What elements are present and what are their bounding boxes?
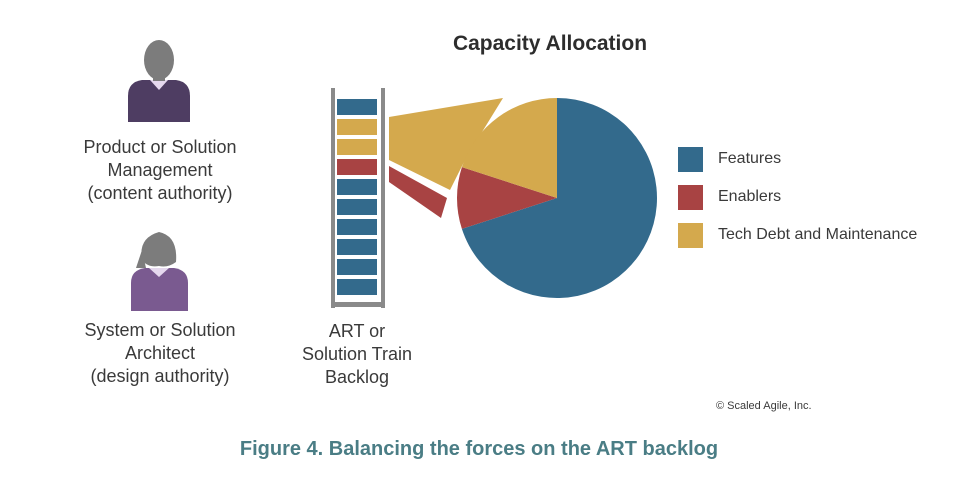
- system-architect-label: System or Solution Architect (design aut…: [50, 319, 270, 388]
- legend-item-features: Features: [678, 144, 917, 174]
- legend-item-tech-debt: Tech Debt and Maintenance: [678, 220, 917, 250]
- backlog-item-tech-debt: [337, 139, 377, 155]
- backlog-label: ART or Solution Train Backlog: [282, 320, 432, 389]
- pie-slice-enablers: [457, 167, 557, 229]
- figure-caption: Figure 4. Balancing the forces on the AR…: [239, 438, 719, 460]
- tech-debt-callout-wedge: [389, 98, 503, 190]
- role-line: System or Solution: [84, 320, 236, 340]
- legend: Features Enablers Tech Debt and Maintena…: [678, 144, 917, 250]
- backlog-item-features: [337, 279, 377, 295]
- female-person-icon: [131, 232, 188, 311]
- legend-swatch-tech-debt: [678, 222, 703, 248]
- backlog-item-features: [337, 259, 377, 275]
- diagram-title: Capacity Allocation: [452, 32, 648, 55]
- legend-label: Features: [718, 150, 782, 167]
- role-line: Management: [107, 160, 213, 180]
- backlog-item-tech-debt: [337, 119, 377, 135]
- enablers-callout-wedge: [389, 166, 447, 218]
- role-line: Architect: [124, 343, 196, 363]
- backlog-item-features: [337, 179, 377, 195]
- backlog-item-features: [337, 239, 377, 255]
- legend-label: Tech Debt and Maintenance: [718, 226, 918, 243]
- product-management-label: Product or Solution Management (content …: [50, 136, 270, 205]
- legend-item-enablers: Enablers: [678, 182, 917, 212]
- role-line: (content authority): [87, 183, 233, 203]
- role-line: (design authority): [90, 366, 230, 386]
- role-line: Product or Solution: [83, 137, 237, 157]
- legend-swatch-enablers: [678, 184, 703, 210]
- copyright-text: © Scaled Agile, Inc.: [716, 400, 812, 412]
- pie-slice-tech-debt: [461, 98, 557, 198]
- capacity-pie-chart: [457, 98, 657, 298]
- backlog-item-features: [337, 99, 377, 115]
- backlog-item-features: [337, 199, 377, 215]
- legend-label: Enablers: [718, 188, 782, 205]
- backlog-item-features: [337, 219, 377, 235]
- backlog-column: [331, 88, 385, 308]
- backlog-label-line: Backlog: [324, 367, 390, 387]
- male-person-icon: [128, 40, 190, 122]
- backlog-label-line: Solution Train: [301, 344, 413, 364]
- backlog-label-line: ART or: [328, 321, 386, 341]
- pie-slice-features: [461, 98, 657, 298]
- legend-swatch-features: [678, 146, 703, 172]
- backlog-item-enablers: [337, 159, 377, 175]
